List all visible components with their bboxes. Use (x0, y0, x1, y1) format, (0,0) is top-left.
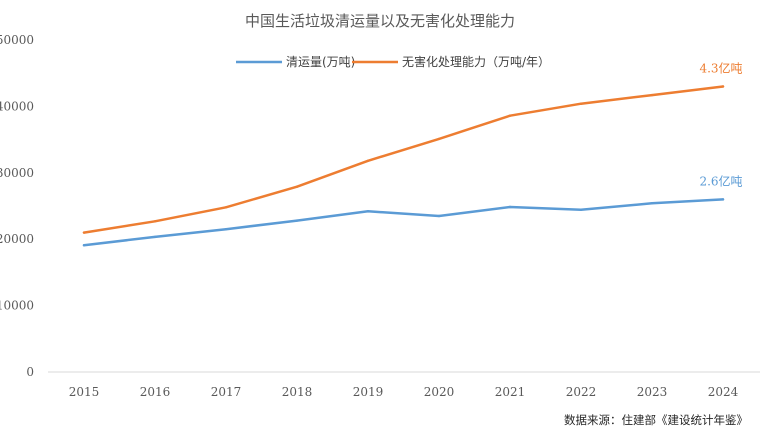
data-point-cleared-volume (579, 208, 583, 211)
x-axis: 2015 2016 2017 2018 2019 2020 2021 2022 2023 2024 (69, 385, 739, 399)
data-point-treatment-capacity (224, 206, 228, 209)
x-tick-label: 2016 (140, 385, 171, 399)
data-point-cleared-volume (650, 202, 654, 205)
data-point-cleared-volume (437, 214, 441, 218)
y-tick-label: 20000 (0, 232, 34, 246)
y-tick-label: 0 (26, 365, 34, 379)
data-point-cleared-volume (153, 235, 157, 239)
x-tick-label: 2017 (211, 385, 242, 399)
y-tick-label: 40000 (0, 99, 34, 113)
data-point-cleared-volume (295, 219, 299, 222)
end-label-treatment-capacity: 4.3亿吨 (699, 61, 742, 76)
y-axis: 0 10000 20000 30000 40000 50000 (0, 33, 34, 379)
source-note: 数据来源：住建部《建设统计年鉴》 (564, 413, 748, 427)
data-point-treatment-capacity (437, 137, 441, 141)
data-point-cleared-volume (721, 198, 725, 201)
legend-label-cleared-volume: 清运量(万吨) (286, 55, 355, 69)
y-tick-label: 30000 (0, 166, 34, 180)
y-tick-label: 50000 (0, 33, 34, 47)
legend-label-treatment-capacity: 无害化处理能力（万吨/年） (402, 54, 550, 69)
data-point-treatment-capacity (508, 114, 512, 117)
x-tick-label: 2015 (69, 385, 100, 399)
series-line-cleared-volume (82, 198, 725, 247)
end-label-cleared-volume: 2.6亿吨 (699, 173, 742, 188)
series-layer: 2.6亿吨 4.3亿吨 (82, 61, 743, 247)
data-point-treatment-capacity (721, 85, 725, 88)
data-point-cleared-volume (508, 205, 512, 209)
x-tick-label: 2021 (495, 385, 526, 399)
x-tick-label: 2023 (637, 385, 668, 399)
data-point-treatment-capacity (650, 93, 654, 97)
x-tick-label: 2018 (282, 385, 313, 399)
y-tick-label: 10000 (0, 299, 34, 313)
data-point-treatment-capacity (366, 159, 370, 162)
data-point-treatment-capacity (579, 102, 583, 105)
x-tick-label: 2024 (708, 385, 739, 399)
data-point-treatment-capacity (295, 185, 299, 188)
legend: 清运量(万吨) 无害化处理能力（万吨/年） (236, 54, 550, 69)
data-point-cleared-volume (82, 244, 86, 247)
data-point-cleared-volume (224, 228, 228, 231)
chart-title: 中国生活垃圾清运量以及无害化处理能力 (245, 12, 515, 30)
series-line-treatment-capacity (82, 85, 725, 234)
data-point-cleared-volume (366, 210, 370, 213)
data-point-treatment-capacity (82, 231, 86, 234)
x-tick-label: 2020 (424, 385, 455, 399)
x-tick-label: 2019 (353, 385, 384, 399)
x-tick-label: 2022 (566, 385, 597, 399)
data-point-treatment-capacity (153, 220, 157, 223)
